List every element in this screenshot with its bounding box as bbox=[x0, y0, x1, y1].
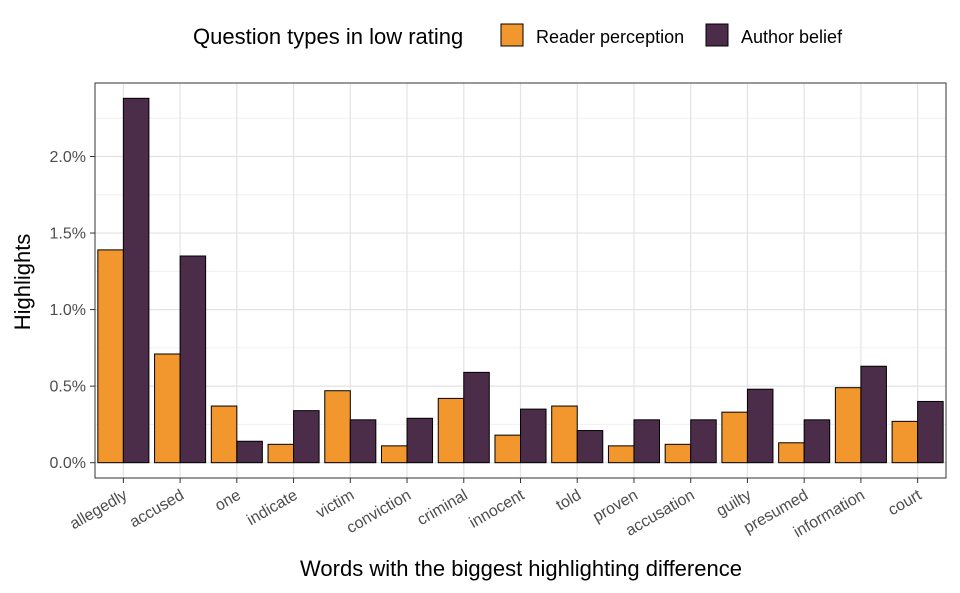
bar-one-reader-perception bbox=[210, 405, 238, 464]
bar-innocent-author-belief bbox=[520, 408, 547, 464]
x-tick-label-criminal: criminal bbox=[415, 487, 471, 529]
x-tick-label-victim: victim bbox=[313, 487, 357, 522]
bar-court-author-belief bbox=[917, 400, 944, 464]
bar-told-reader-perception bbox=[551, 405, 578, 464]
bar-allegedly-reader-perception bbox=[97, 249, 124, 464]
bar-information-reader-perception bbox=[834, 387, 862, 464]
x-tick-label-accused: accused bbox=[127, 487, 187, 532]
legend-swatch-reader-perception bbox=[500, 23, 524, 47]
bar-conviction-author-belief bbox=[406, 417, 434, 464]
x-tick-label-one: one bbox=[212, 487, 244, 515]
x-tick-label-indicate: indicate bbox=[244, 487, 300, 529]
legend: Question types in low rating Reader perc… bbox=[193, 23, 843, 49]
bar-victim-reader-perception bbox=[324, 390, 351, 464]
bar-accusation-author-belief bbox=[690, 419, 717, 464]
bar-guilty-author-belief bbox=[746, 388, 774, 464]
bar-accusation-reader-perception bbox=[664, 443, 692, 464]
bar-guilty-reader-perception bbox=[721, 411, 748, 464]
y-tick-label: 0.5% bbox=[50, 379, 86, 396]
bar-indicate-author-belief bbox=[293, 410, 320, 464]
x-tick-label-innocent: innocent bbox=[467, 486, 528, 531]
legend-label-reader-perception: Reader perception bbox=[536, 27, 684, 47]
bar-victim-author-belief bbox=[349, 419, 377, 464]
bar-accused-author-belief bbox=[179, 255, 207, 464]
y-tick-label: 0.0% bbox=[50, 455, 86, 472]
bar-criminal-author-belief bbox=[463, 371, 490, 464]
bar-court-reader-perception bbox=[891, 420, 919, 464]
plot-panel bbox=[94, 82, 947, 479]
y-tick-label: 2.0% bbox=[50, 149, 86, 166]
x-tick-label-allegedly: allegedly bbox=[67, 487, 130, 533]
bar-one-author-belief bbox=[236, 440, 263, 464]
bar-criminal-reader-perception bbox=[437, 397, 465, 464]
bar-information-author-belief bbox=[860, 365, 887, 464]
bar-conviction-reader-perception bbox=[381, 445, 408, 464]
bars bbox=[97, 97, 944, 464]
bar-proven-author-belief bbox=[633, 419, 660, 464]
x-tick-label-told: told bbox=[553, 487, 584, 515]
x-axis-title: Words with the biggest highlighting diff… bbox=[300, 556, 742, 581]
x-tick-label-court: court bbox=[885, 486, 925, 519]
bar-indicate-reader-perception bbox=[267, 443, 295, 464]
legend-title: Question types in low rating bbox=[193, 24, 463, 49]
bar-allegedly-author-belief bbox=[122, 97, 150, 464]
legend-swatch-author-belief bbox=[705, 23, 729, 47]
legend-label-author-belief: Author belief bbox=[741, 27, 843, 47]
bar-told-author-belief bbox=[576, 430, 604, 464]
bar-presumed-author-belief bbox=[803, 419, 831, 464]
x-tick-label-guilty: guilty bbox=[714, 487, 755, 520]
bar-innocent-reader-perception bbox=[494, 434, 522, 464]
bar-proven-reader-perception bbox=[607, 445, 635, 464]
x-tick-label-conviction: conviction bbox=[344, 487, 414, 537]
y-axis: 0.0% 0.5% 1.0% 1.5% 2.0% bbox=[50, 149, 95, 472]
bar-presumed-reader-perception bbox=[778, 442, 805, 464]
y-tick-label: 1.5% bbox=[50, 226, 86, 243]
y-tick-label: 1.0% bbox=[50, 302, 86, 319]
y-axis-title: Highlights bbox=[10, 234, 35, 331]
bar-accused-reader-perception bbox=[154, 353, 181, 464]
